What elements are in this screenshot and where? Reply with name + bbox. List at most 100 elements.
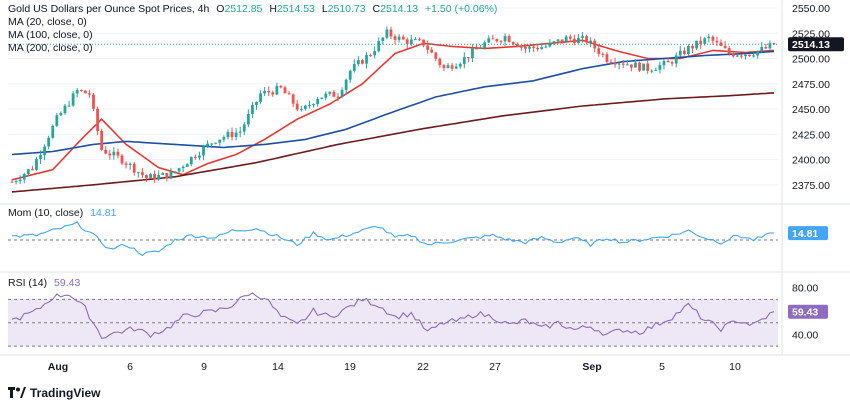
- price-badge: 2514.13: [792, 39, 830, 51]
- candle-body: [222, 137, 226, 140]
- candle-body: [454, 66, 458, 69]
- ma-line-ma-20-close-0-: [11, 39, 775, 181]
- x-tick-label: 6: [127, 361, 133, 373]
- candle-body: [336, 96, 340, 98]
- candle-body: [748, 54, 751, 57]
- candle-body: [491, 38, 495, 40]
- momentum-line: [11, 221, 775, 257]
- rsi-label: RSI (14): [8, 277, 48, 289]
- candle-body: [605, 54, 609, 62]
- candle-body: [426, 45, 430, 50]
- candle-body: [507, 36, 511, 43]
- candle-body: [589, 40, 593, 43]
- candle-body: [161, 173, 165, 175]
- candle-body: [414, 39, 417, 41]
- candle-body: [39, 155, 42, 160]
- candle-body: [621, 63, 625, 65]
- price-tick-label: 2550.00: [792, 3, 830, 15]
- candle-body: [71, 93, 75, 106]
- candle-body: [487, 38, 491, 43]
- candle-body: [324, 93, 328, 98]
- candle-body: [548, 42, 552, 47]
- candle-body: [609, 61, 613, 63]
- candle-body: [251, 104, 254, 115]
- candle-body: [43, 146, 46, 156]
- candle-body: [124, 163, 128, 165]
- candle-body: [719, 42, 723, 46]
- candle-body: [88, 93, 91, 95]
- candle-body: [764, 46, 768, 49]
- x-tick-label: Aug: [48, 361, 68, 373]
- candle-body: [597, 48, 601, 54]
- momentum-badge-bg: [788, 226, 828, 241]
- candle-body: [642, 63, 646, 71]
- candle-body: [650, 70, 654, 72]
- candle-body: [703, 38, 707, 44]
- x-tick-label: 27: [489, 361, 501, 373]
- candle-body: [295, 103, 299, 110]
- candle-body: [466, 57, 470, 59]
- candle-body: [112, 151, 116, 156]
- tradingview-logo[interactable]: TradingView: [8, 386, 100, 400]
- candle-body: [75, 90, 79, 94]
- candle-body: [536, 47, 540, 50]
- ma200-legend: MA (200, close, 0): [8, 42, 93, 54]
- candle-body: [275, 85, 279, 95]
- candle-body: [560, 39, 564, 42]
- candle-body: [246, 114, 250, 125]
- candle-body: [752, 55, 756, 57]
- candle-body: [756, 50, 760, 56]
- candle-body: [30, 169, 34, 171]
- candle-body: [629, 64, 633, 68]
- momentum-legend: Mom (10, close) 14.81: [8, 207, 120, 220]
- candle-body: [316, 98, 320, 105]
- candle-body: [120, 155, 124, 164]
- candle-body: [625, 64, 629, 66]
- candle-body: [312, 104, 315, 106]
- candle-body: [613, 62, 617, 65]
- ma100-legend: MA (100, close, 0): [8, 29, 93, 41]
- candle-body: [638, 62, 641, 71]
- candle-body: [242, 124, 246, 132]
- candle-body: [55, 115, 59, 126]
- candle-body: [438, 58, 442, 66]
- candle-body: [348, 70, 352, 80]
- candle-body: [715, 40, 719, 43]
- candle-body: [418, 39, 421, 41]
- candle-body: [744, 54, 747, 57]
- x-tick-label: 9: [201, 361, 207, 373]
- momentum-badge: 14.81: [792, 228, 818, 240]
- candle-body: [255, 101, 258, 105]
- candle-body: [79, 90, 83, 92]
- price-tick-label: 2375.00: [792, 180, 830, 192]
- candle-body: [230, 132, 234, 138]
- candle-body: [475, 48, 478, 50]
- ohlc-change: +1.50 (+0.06%): [425, 3, 498, 15]
- candle-body: [735, 55, 739, 57]
- candle-body: [116, 151, 120, 156]
- candle-body: [658, 65, 662, 70]
- candle-body: [104, 149, 108, 154]
- x-tick-label: 22: [417, 361, 429, 373]
- candle-body: [503, 36, 507, 42]
- rsi-badge: 59.43: [792, 307, 818, 319]
- candle-body: [422, 39, 425, 46]
- candle-body: [385, 29, 389, 38]
- ohlc-open: 2512.85: [224, 3, 263, 15]
- candle-body: [699, 40, 703, 44]
- candle-body: [67, 105, 71, 107]
- candle-body: [634, 62, 637, 68]
- candle-body: [149, 174, 152, 179]
- candle-body: [401, 36, 405, 40]
- ohlc-high-label: H: [269, 3, 277, 15]
- candle-body: [564, 36, 568, 42]
- candle-body: [471, 48, 474, 59]
- candle-body: [458, 63, 462, 67]
- candle-body: [157, 174, 161, 180]
- candle-body: [100, 130, 104, 150]
- candle-body: [356, 60, 360, 65]
- candle-body: [226, 132, 230, 138]
- candle-body: [691, 46, 694, 49]
- candle-body: [593, 40, 597, 49]
